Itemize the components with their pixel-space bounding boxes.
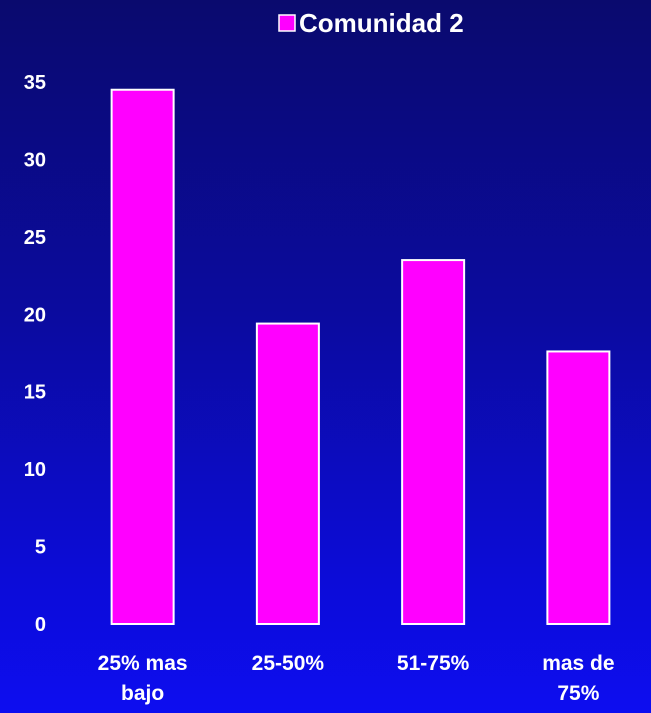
bars <box>110 88 611 625</box>
y-axis-ticks: 0 5 10 15 20 25 30 35 <box>24 72 46 636</box>
x-tick-label: bajo <box>121 682 164 705</box>
bar <box>546 350 611 625</box>
x-tick-label: 75% <box>557 682 599 705</box>
x-tick-label: 25-50% <box>252 652 325 675</box>
x-tick-label: 51-75% <box>397 652 470 675</box>
y-tick-label: 20 <box>24 304 46 326</box>
y-tick-label: 5 <box>35 537 46 559</box>
x-axis-labels: 25% mas bajo 25-50% 51-75% mas de 75% <box>98 652 615 705</box>
y-tick-label: 10 <box>24 459 46 481</box>
legend: Comunidad 2 <box>278 8 464 38</box>
y-tick-label: 30 <box>24 149 46 171</box>
bar <box>401 259 466 625</box>
bar <box>110 88 175 625</box>
y-tick-label: 35 <box>24 72 46 94</box>
x-tick-label: 25% mas <box>98 652 188 675</box>
legend-swatch <box>278 14 296 32</box>
bar <box>255 322 320 625</box>
x-tick-label: mas de <box>542 652 614 675</box>
y-tick-label: 15 <box>24 382 46 404</box>
legend-label: Comunidad 2 <box>299 8 464 38</box>
y-tick-label: 25 <box>24 227 46 249</box>
y-tick-label: 0 <box>35 614 46 636</box>
